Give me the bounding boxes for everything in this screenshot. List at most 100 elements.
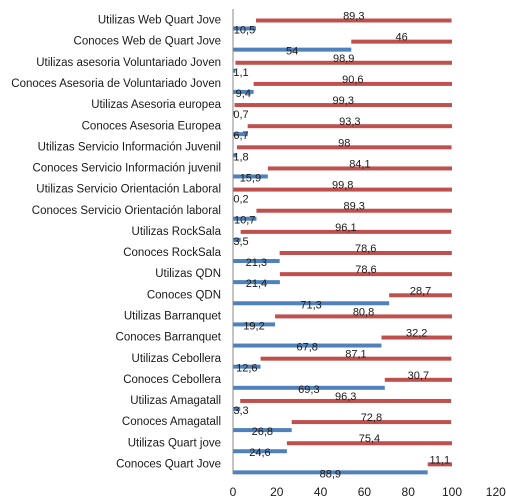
category-label: Conoces Cebollera [123, 374, 221, 386]
data-label-red: 75,4 [359, 433, 380, 445]
data-label-blue: 6,7 [233, 130, 248, 142]
x-tick-label: 120 [486, 485, 506, 499]
category-label: Conoces QDN [147, 289, 221, 301]
data-label-red: 98 [338, 137, 350, 149]
data-label-red: 28,7 [410, 285, 431, 297]
bar-red-16 [247, 124, 452, 129]
x-tick-label: 40 [314, 485, 328, 499]
category-label: Utilizas Servicio Información Juvenil [38, 141, 221, 153]
bar-blue-15 [233, 153, 237, 158]
data-label-blue: 67,8 [297, 342, 318, 354]
bar-red-4 [384, 377, 452, 382]
data-label-red: 78,6 [355, 243, 376, 255]
x-tick-label: 80 [402, 485, 416, 499]
x-tick-label: 0 [230, 485, 237, 499]
bar-red-8 [389, 293, 452, 298]
data-label-blue: 24,6 [249, 447, 270, 459]
data-label-blue: 12,6 [236, 363, 257, 375]
x-tick-label: 20 [270, 485, 284, 499]
category-label: Utilizas Asesoria europea [91, 99, 221, 111]
data-label-red: 99,8 [332, 180, 353, 192]
data-label-red: 30,7 [408, 370, 429, 382]
bar-red-11 [240, 229, 452, 234]
data-label-blue: 71,3 [300, 299, 321, 311]
bar-blue-7 [233, 322, 276, 327]
data-label-red: 87,1 [345, 349, 366, 361]
category-label: Conoces Amagatall [122, 416, 221, 428]
data-label-blue: 10,7 [234, 215, 255, 227]
bar-blue-1 [233, 449, 287, 454]
data-label-red: 72,8 [361, 412, 382, 424]
category-label: Utilizas Amagatall [130, 395, 221, 407]
category-label: Conoces Quart Jove [116, 458, 221, 470]
bar-red-5 [260, 356, 452, 361]
bar-red-15 [236, 145, 452, 150]
bar-blue-16 [233, 132, 248, 137]
data-label-red: 89,3 [343, 11, 364, 23]
data-label-red: 46 [396, 32, 408, 44]
bar-blue-10 [233, 259, 280, 263]
bar-blue-12 [233, 216, 257, 221]
bar-red-1 [286, 441, 452, 446]
data-label-red: 90,6 [342, 74, 363, 86]
bar-red-12 [256, 208, 452, 213]
bar-blue-0 [233, 470, 428, 475]
data-label-blue: 1,1 [233, 67, 248, 79]
bar-blue-17 [233, 111, 235, 116]
x-tick-label: 100 [442, 485, 462, 499]
data-label-blue: 3,3 [233, 405, 248, 417]
bar-blue-9 [233, 280, 280, 285]
bar-blue-5 [233, 364, 261, 369]
category-label: Utilizas Web Quart Jove [98, 15, 221, 27]
data-label-blue: 9,4 [236, 88, 251, 100]
data-label-red: 89,3 [344, 201, 365, 213]
data-label-red: 32,2 [406, 328, 427, 340]
data-label-red: 84,1 [349, 158, 370, 170]
data-label-blue: 0,7 [233, 109, 248, 121]
bar-red-19 [235, 60, 452, 65]
bar-red-20 [351, 39, 452, 44]
bar-red-14 [267, 166, 452, 171]
bar-blue-8 [233, 301, 390, 306]
bar-blue-19 [233, 68, 236, 73]
bar-blue-18 [233, 89, 254, 94]
data-label-blue: 69,3 [298, 384, 319, 396]
category-label: Utilizas asesoria Voluntariado Joven [36, 57, 221, 69]
bar-red-3 [240, 398, 452, 403]
bar-blue-21 [233, 26, 256, 31]
data-label-blue: 10,5 [234, 25, 255, 37]
data-label-red: 99,3 [333, 95, 354, 107]
data-label-blue: 26,8 [252, 426, 273, 438]
category-label: Utilizas Barranquet [124, 310, 222, 322]
bar-red-9 [279, 272, 452, 277]
bar-red-6 [381, 335, 452, 340]
bar-blue-2 [233, 428, 292, 433]
data-label-blue: 21,3 [246, 257, 267, 269]
category-label: Utilizas Quart jove [128, 437, 221, 449]
data-label-blue: 3,5 [233, 236, 248, 248]
category-label: Conoces Servicio Información juvenil [32, 163, 221, 175]
category-label: Utilizas Servicio Orientación Laboral [36, 184, 221, 196]
bar-red-17 [234, 103, 452, 108]
data-label-blue: 21,4 [246, 278, 267, 290]
category-label: Utilizas Cebollera [132, 353, 222, 365]
bar-red-18 [253, 81, 452, 86]
category-label: Conoces RockSala [123, 247, 221, 259]
x-axis-tick-labels: 0 20 40 60 80 100 120 [230, 485, 506, 499]
data-label-red: 78,6 [355, 264, 376, 276]
bars-layer [233, 18, 452, 475]
data-label-blue: 0,2 [233, 194, 248, 206]
bar-blue-4 [233, 385, 385, 390]
data-label-red: 11,1 [430, 454, 451, 466]
bar-red-21 [255, 18, 452, 23]
data-label-blue: 15,9 [240, 172, 261, 184]
data-label-red: 93,3 [339, 116, 360, 128]
data-label-red: 96,3 [335, 391, 356, 403]
data-label-red: 98,9 [333, 53, 354, 65]
bar-red-10 [279, 251, 452, 255]
bar-red-7 [275, 314, 452, 319]
category-label: Conoces Web de Quart Jove [74, 36, 221, 48]
category-label: Conoces Asesoria de Voluntariado Joven [11, 78, 221, 90]
x-tick-label: 60 [358, 485, 372, 499]
